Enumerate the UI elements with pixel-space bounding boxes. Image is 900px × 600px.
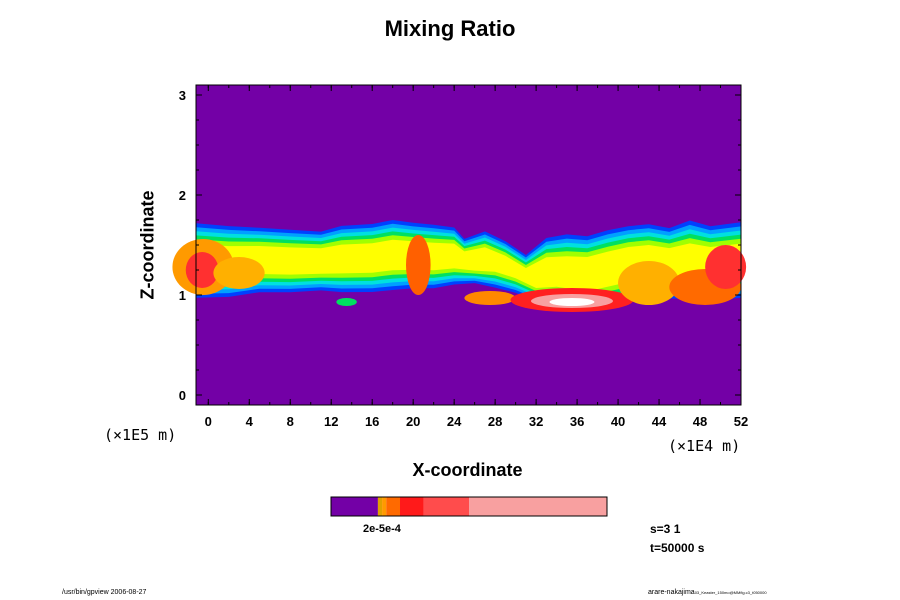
contour-patch-4 <box>336 298 357 306</box>
x-tick-label: 44 <box>652 414 667 429</box>
colorbar-segment-5 <box>423 497 469 516</box>
contour-patch-5 <box>464 291 516 305</box>
contour-patch-2 <box>213 257 265 289</box>
footer-right-small: 03_Keaster_150mo@MMfig.c3_t050000 <box>694 590 767 595</box>
x-tick-label: 20 <box>406 414 420 429</box>
contour-patch-11 <box>705 245 747 289</box>
y-tick-label: 3 <box>179 88 186 103</box>
colorbar-label: 2e-5e-4 <box>363 523 401 535</box>
contour-patch-3 <box>406 235 431 295</box>
y-axis-label: Z-coordinate <box>137 190 158 300</box>
x-tick-label: 12 <box>324 414 338 429</box>
colorbar-frame <box>330 496 608 517</box>
x-tick-label: 16 <box>365 414 379 429</box>
y-axis-unit: (×1E5 m) <box>104 426 177 444</box>
colorbar-segment-6 <box>469 497 607 516</box>
contour-patch-8 <box>549 298 595 306</box>
colorbar-segment-2 <box>382 497 387 516</box>
x-tick-label: 28 <box>488 414 502 429</box>
x-tick-label: 8 <box>287 414 294 429</box>
x-axis-label: X-coordinate <box>412 460 523 480</box>
colorbar-segment-1 <box>377 497 383 516</box>
footer-right-main: arare-nakajima <box>648 589 695 596</box>
contour-patch-1 <box>185 252 219 288</box>
info-step: s=3 1 <box>650 522 681 536</box>
colorbar-segment-4 <box>400 497 424 516</box>
y-tick-label: 1 <box>179 288 186 303</box>
x-tick-label: 40 <box>611 414 625 429</box>
x-tick-label: 0 <box>205 414 212 429</box>
contour-patch-9 <box>618 261 680 305</box>
footer-left: /usr/bin/gpview 2006-08-27 <box>62 589 147 596</box>
x-axis-unit: (×1E4 m) <box>668 437 741 455</box>
y-tick-label: 2 <box>179 188 186 203</box>
x-tick-label: 32 <box>529 414 543 429</box>
x-tick-label: 36 <box>570 414 584 429</box>
y-tick-label: 0 <box>179 388 186 403</box>
footer-right: arare-nakajima03_Keaster_150mo@MMfig.c3_… <box>648 589 767 596</box>
x-tick-label: 52 <box>734 414 748 429</box>
colorbar-segment-3 <box>386 497 400 516</box>
contour-band-5 <box>196 239 741 290</box>
colorbar-segment-0 <box>331 497 378 516</box>
x-tick-label: 48 <box>693 414 707 429</box>
info-time: t=50000 s <box>650 541 705 555</box>
x-tick-label: 24 <box>447 414 462 429</box>
chart-title: Mixing Ratio <box>384 16 516 41</box>
x-tick-label: 4 <box>246 414 254 429</box>
